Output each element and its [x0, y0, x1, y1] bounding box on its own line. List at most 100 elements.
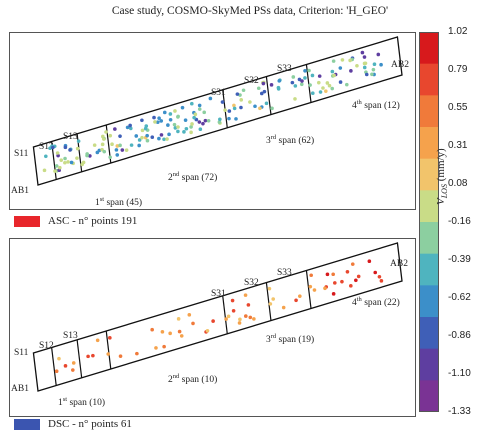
ps-point [137, 143, 141, 148]
ps-point [276, 85, 281, 90]
colorbar-segment [419, 285, 439, 318]
span-label: 3rd span (62) [266, 134, 314, 146]
ps-point [293, 97, 297, 101]
ps-point [140, 128, 145, 133]
ps-point [261, 81, 266, 86]
ps-point [189, 130, 193, 135]
dsc-legend-label: DSC - n° points 61 [48, 418, 132, 430]
ps-point [208, 96, 213, 101]
ps-point [124, 148, 129, 152]
colorbar-segment [419, 380, 439, 412]
dsc-plot: S11 S12 S13 S31 S32 S33 AB1 AB2 1st span (10) 2nd… [11, 242, 408, 408]
span-label: 3rd span (19) [266, 333, 314, 345]
ps-point [143, 126, 148, 131]
asc-legend: ASC - n° points 191 [14, 215, 137, 227]
ps-point [362, 65, 367, 70]
ps-point [270, 106, 274, 111]
ps-point [66, 160, 70, 164]
ps-point [91, 353, 95, 358]
ps-point [168, 331, 172, 336]
ps-point [102, 149, 107, 154]
ps-point [243, 293, 248, 297]
ps-point [325, 272, 330, 277]
ps-point [106, 352, 111, 356]
ps-point [258, 106, 262, 111]
ps-point [159, 119, 164, 123]
ps-point [68, 148, 72, 152]
ps-point [238, 317, 242, 322]
ps-point [294, 298, 298, 303]
ps-point [340, 279, 344, 284]
abutment-label-ab1: AB1 [11, 186, 29, 196]
pier-label-s11: S11 [14, 149, 29, 159]
dsc-legend: DSC - n° points 61 [14, 418, 132, 430]
ps-point [108, 336, 112, 340]
asc-plot: S11 S12 S13 S31 S32 S33 AB1 AB2 1st span (45) 2nd… [11, 36, 409, 208]
ps-point [206, 118, 211, 123]
ps-point [140, 118, 144, 123]
ps-point [253, 104, 257, 109]
ps-point [308, 284, 313, 289]
ps-point [85, 152, 89, 156]
ps-point [58, 165, 62, 170]
ps-point [118, 143, 122, 148]
ps-point [360, 50, 365, 55]
ps-point [54, 369, 59, 373]
pier-label-s33: S33 [277, 268, 292, 278]
ps-point [157, 136, 161, 141]
ps-point [155, 120, 160, 125]
ps-point [325, 81, 330, 85]
pier-line [305, 64, 312, 103]
ps-point [152, 115, 156, 120]
colorbar-tick-label: -0.62 [448, 292, 471, 303]
ps-point [125, 125, 130, 130]
ps-point [162, 110, 167, 115]
pier-line [265, 76, 272, 115]
ps-point [224, 317, 228, 321]
ps-point [248, 315, 253, 320]
ps-point [177, 329, 182, 334]
ps-point [128, 126, 133, 131]
ps-point [63, 156, 67, 161]
ps-point [176, 317, 181, 321]
ps-point [363, 61, 368, 66]
ps-point [118, 354, 123, 358]
pier-label-s12: S12 [39, 142, 54, 152]
ps-point [190, 101, 194, 106]
bridge-outline [32, 36, 403, 186]
ps-point [303, 76, 307, 80]
ps-point [110, 142, 114, 146]
ps-point [59, 158, 64, 162]
ps-point [309, 273, 313, 278]
ps-point [197, 120, 202, 124]
span-label: 1st span (10) [58, 396, 105, 408]
ps-point [256, 86, 261, 91]
ps-point [324, 89, 328, 93]
ps-point [234, 117, 238, 121]
ps-point [330, 69, 335, 74]
ps-point [191, 321, 195, 326]
ps-point [379, 62, 383, 67]
ps-point [63, 145, 68, 150]
ps-point [298, 294, 302, 298]
ps-point [104, 130, 108, 134]
ps-point [201, 121, 205, 126]
ps-point [198, 127, 203, 131]
colorbar-tick-label: 0.55 [448, 102, 468, 113]
pier-label-s31: S31 [211, 289, 226, 299]
ps-point [299, 82, 304, 87]
ps-point [205, 328, 210, 333]
ps-point [344, 82, 349, 87]
ps-point [246, 303, 251, 307]
ps-point [243, 314, 248, 318]
dsc-legend-swatch [14, 418, 40, 430]
ps-point [150, 135, 155, 140]
colorbar-tick-label: -0.39 [448, 254, 471, 265]
ps-point [48, 146, 52, 150]
ps-point [331, 272, 335, 277]
ps-point [162, 344, 166, 349]
chart-title: Case study, COSMO-SkyMed PSs data, Crite… [111, 5, 389, 17]
colorbar-tick-label: -1.10 [448, 368, 471, 379]
ps-point [330, 86, 335, 91]
colorbar-segment [419, 190, 439, 223]
